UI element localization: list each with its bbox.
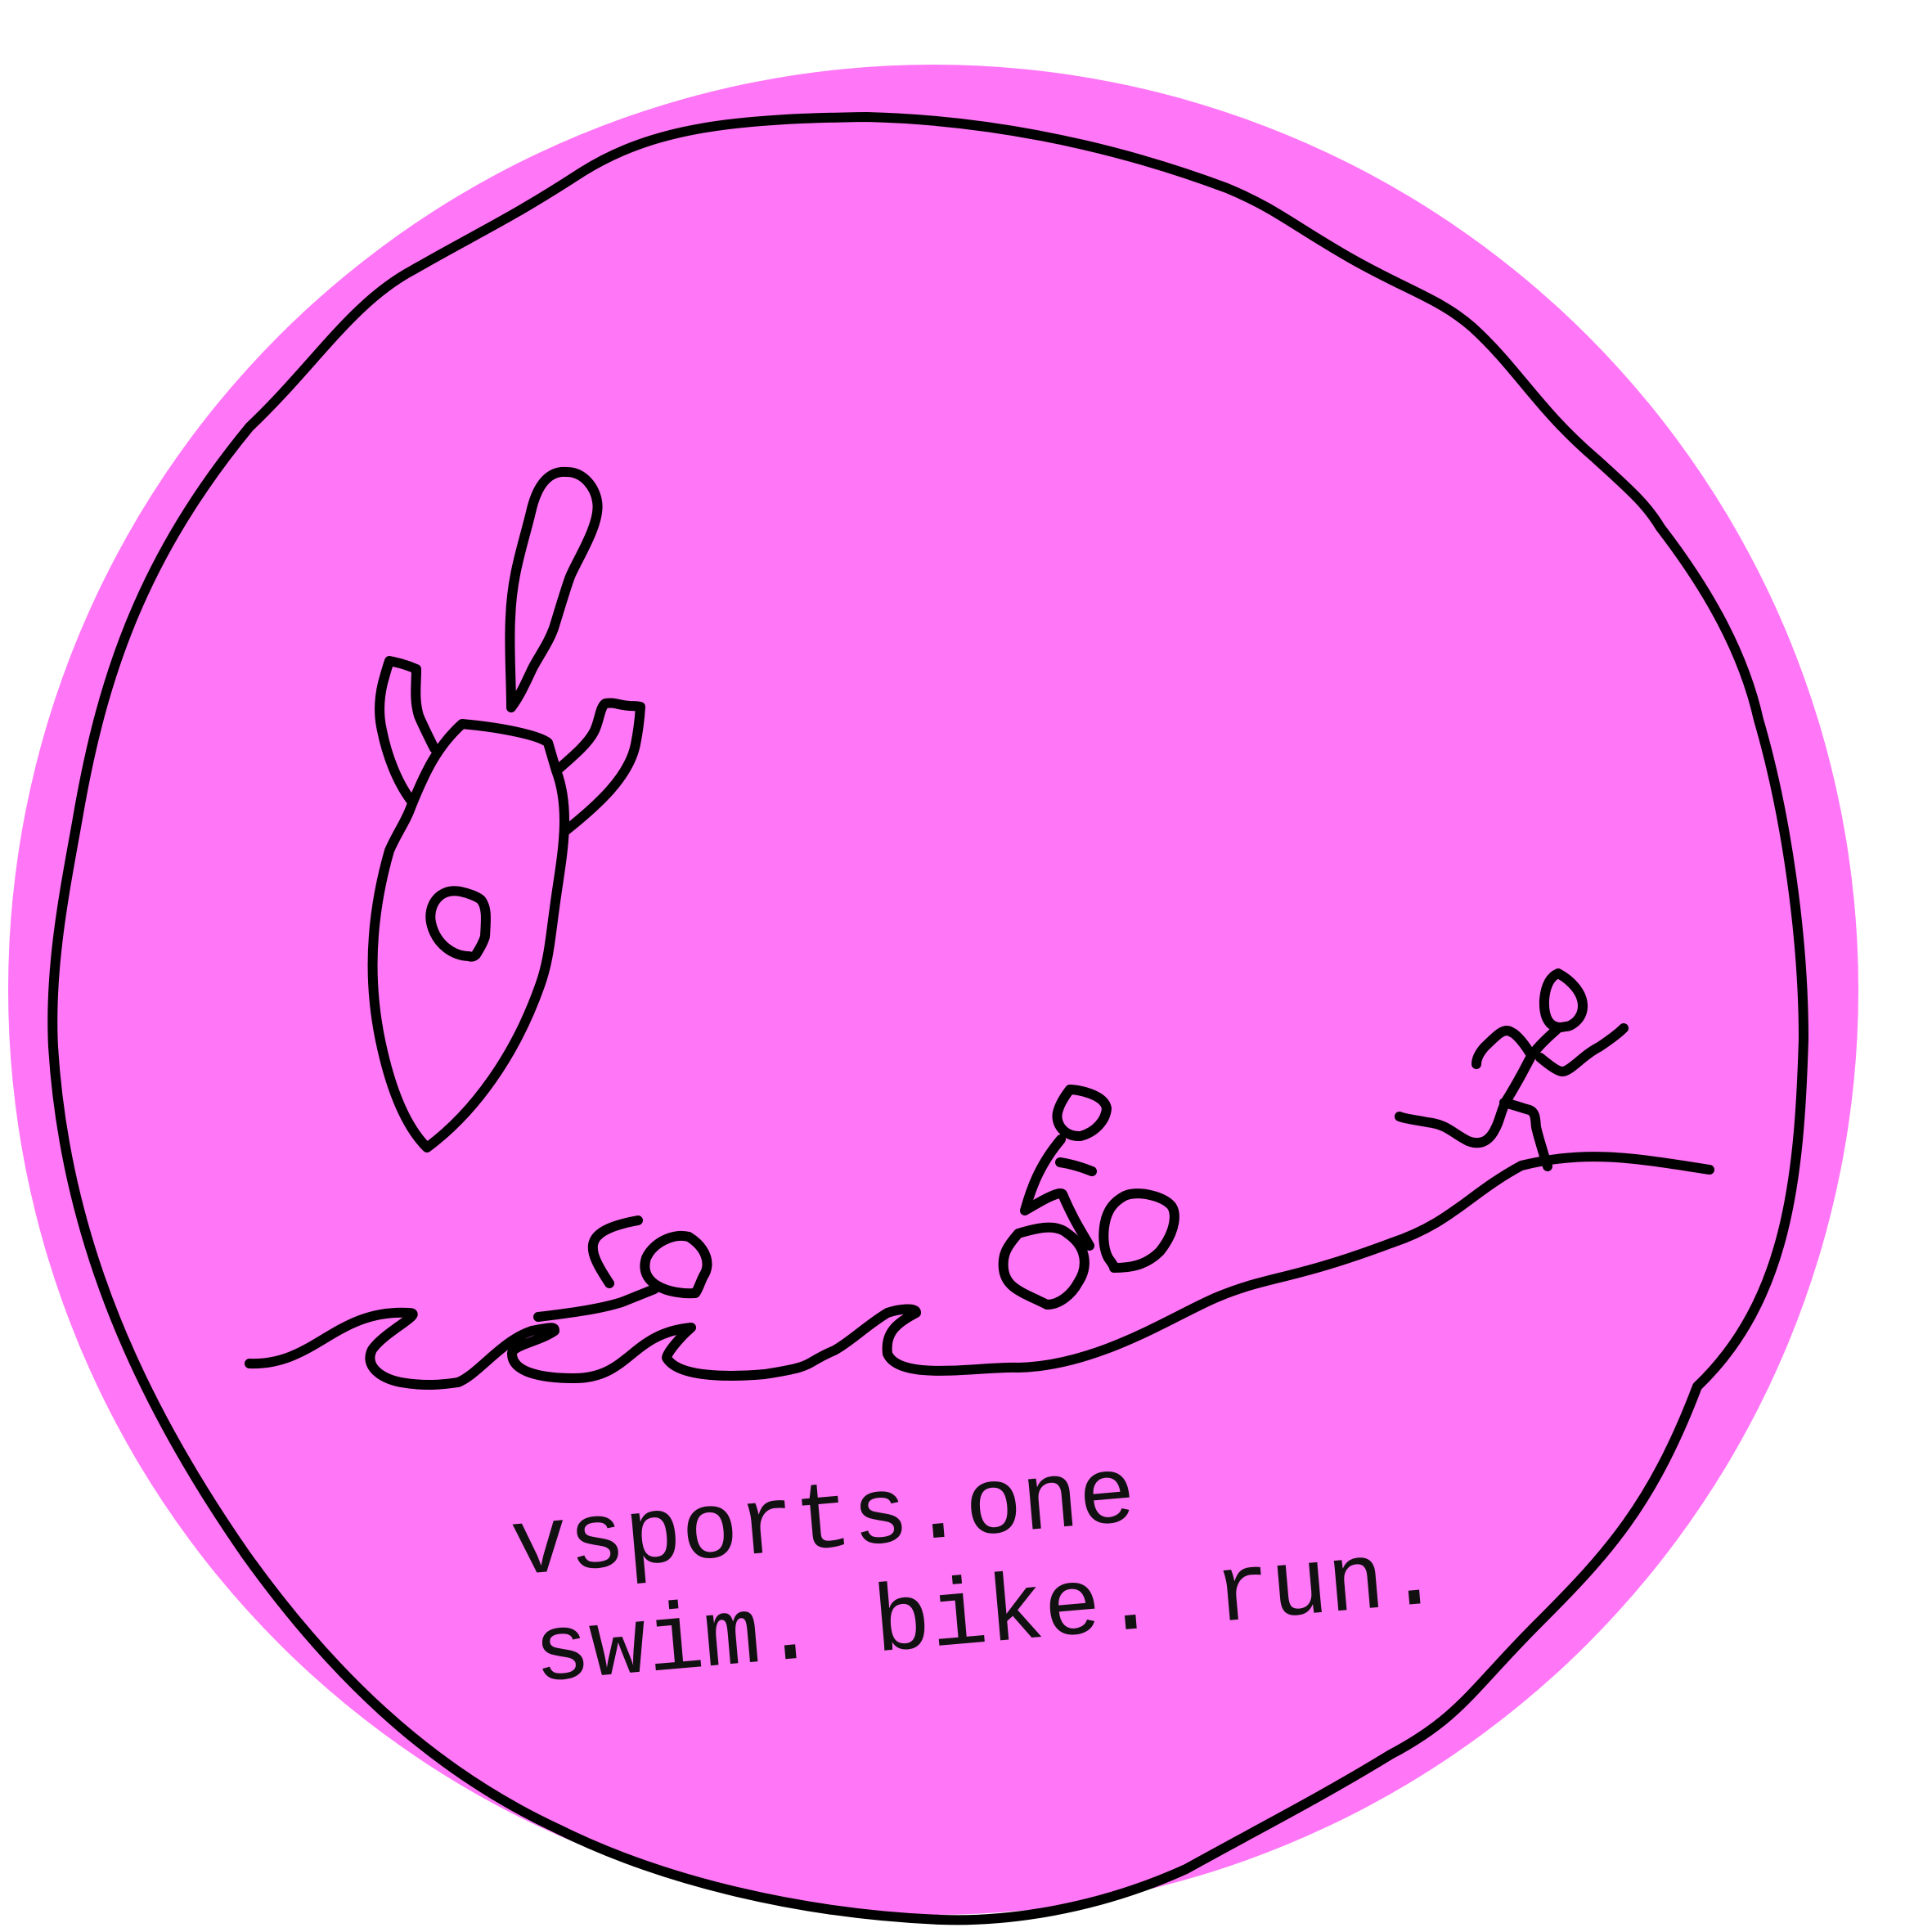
badge-outline: [47, 112, 1808, 1925]
rocket-icon: [367, 466, 645, 1152]
cyclist-icon: [998, 1085, 1179, 1310]
runner-icon: [1395, 968, 1629, 1171]
wave-icon: [245, 1152, 1714, 1391]
badge-circle: [8, 65, 1858, 1915]
swimmer-icon: [533, 1215, 712, 1322]
